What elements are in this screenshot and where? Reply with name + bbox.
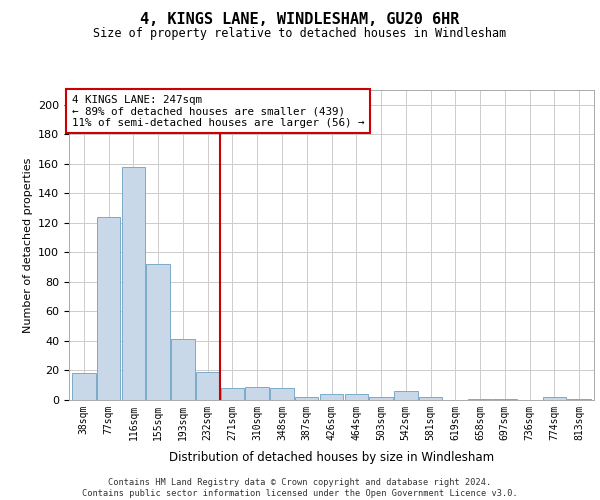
- Bar: [320, 394, 343, 400]
- Bar: [568, 398, 591, 400]
- Bar: [270, 388, 294, 400]
- Bar: [97, 217, 121, 400]
- Bar: [122, 167, 145, 400]
- Bar: [146, 264, 170, 400]
- Text: Contains HM Land Registry data © Crown copyright and database right 2024.
Contai: Contains HM Land Registry data © Crown c…: [82, 478, 518, 498]
- Text: Size of property relative to detached houses in Windlesham: Size of property relative to detached ho…: [94, 28, 506, 40]
- Bar: [493, 398, 517, 400]
- X-axis label: Distribution of detached houses by size in Windlesham: Distribution of detached houses by size …: [169, 451, 494, 464]
- Bar: [72, 374, 95, 400]
- Bar: [469, 398, 492, 400]
- Bar: [245, 386, 269, 400]
- Bar: [369, 397, 393, 400]
- Bar: [542, 397, 566, 400]
- Bar: [221, 388, 244, 400]
- Y-axis label: Number of detached properties: Number of detached properties: [23, 158, 32, 332]
- Text: 4, KINGS LANE, WINDLESHAM, GU20 6HR: 4, KINGS LANE, WINDLESHAM, GU20 6HR: [140, 12, 460, 28]
- Bar: [196, 372, 220, 400]
- Text: 4 KINGS LANE: 247sqm
← 89% of detached houses are smaller (439)
11% of semi-deta: 4 KINGS LANE: 247sqm ← 89% of detached h…: [71, 94, 364, 128]
- Bar: [171, 340, 194, 400]
- Bar: [419, 397, 442, 400]
- Bar: [295, 397, 319, 400]
- Bar: [394, 391, 418, 400]
- Bar: [344, 394, 368, 400]
